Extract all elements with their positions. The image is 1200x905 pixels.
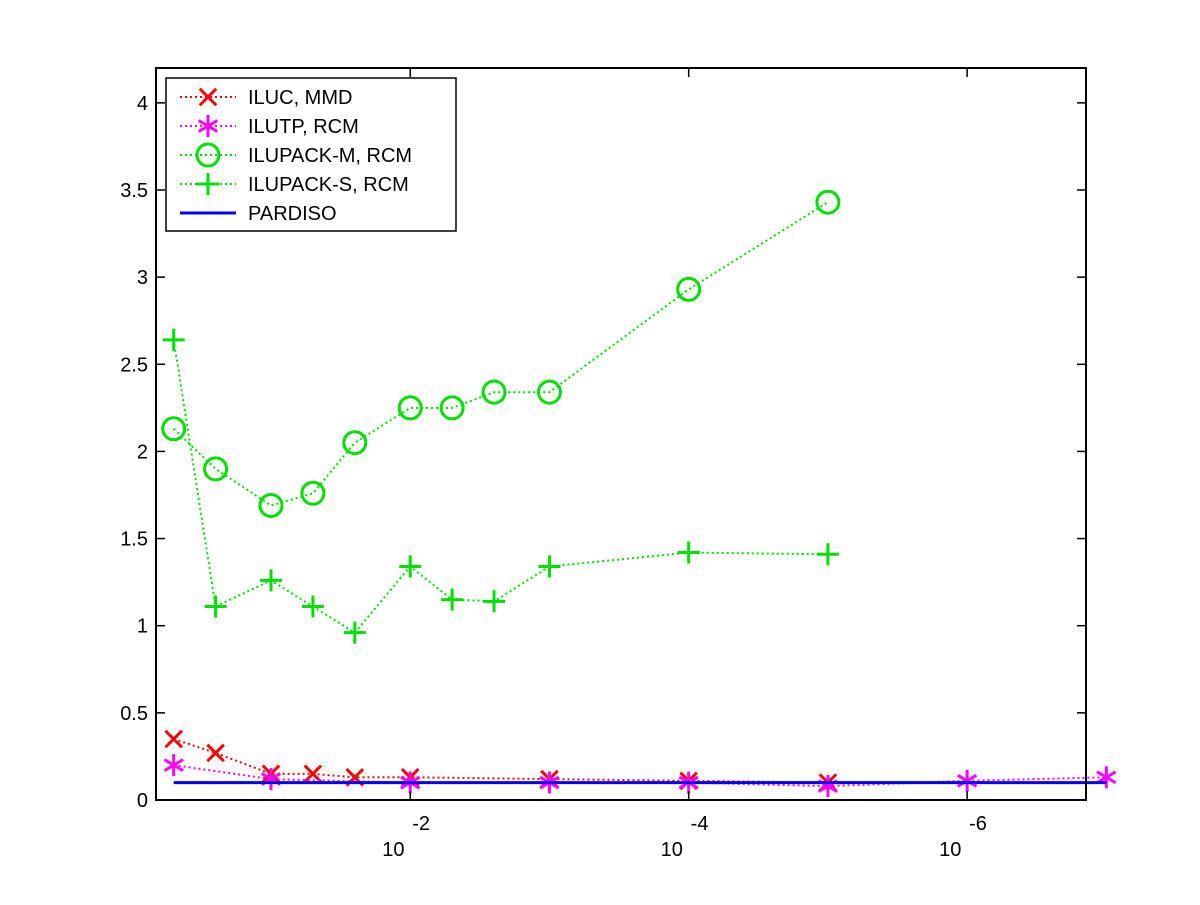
x-tick-label-base: 10 xyxy=(382,839,404,861)
legend-marker-0 xyxy=(198,87,218,107)
series-3-point xyxy=(399,555,422,578)
series-3-point xyxy=(162,328,185,351)
x-tick-label-exponent: -4 xyxy=(691,813,709,835)
legend: ILUC, MMD ILUTP, RCM ILUPACK-M, RCM ILUPACK… xyxy=(165,77,457,232)
series-1-point-stroke xyxy=(163,758,184,772)
y-tick-label: 0 xyxy=(137,790,148,812)
series-1-point xyxy=(1096,766,1117,789)
y-tick-label: 2 xyxy=(137,441,148,463)
series-2-point xyxy=(439,395,465,421)
series-group xyxy=(161,189,1117,798)
series-2-point xyxy=(258,492,284,518)
series-1-point xyxy=(163,754,184,777)
series-1-point-stroke xyxy=(957,774,978,788)
legend-marker-1 xyxy=(197,115,219,137)
legend-label-3: ILUPACK-S, RCM xyxy=(248,174,409,196)
y-tick-label: 3 xyxy=(137,267,148,289)
series-2-point xyxy=(342,430,368,456)
series-0-point xyxy=(164,729,184,749)
y-tick-label: 0.5 xyxy=(120,703,148,725)
series-1-point-stroke xyxy=(1096,770,1117,785)
y-tick-label: 4 xyxy=(137,93,148,115)
x-tick-label-exponent: -6 xyxy=(969,813,987,835)
series-2-point xyxy=(676,276,702,302)
legend-label-4: PARDISO xyxy=(248,203,337,225)
y-tick-label: 1 xyxy=(137,616,148,638)
series-2-point xyxy=(397,395,423,421)
series-2-point xyxy=(300,480,326,506)
legend-label-2: ILUPACK-M, RCM xyxy=(248,145,412,167)
series-3-point xyxy=(483,590,506,613)
series-3-point xyxy=(677,541,700,564)
x-tick-label-base: 10 xyxy=(939,839,961,861)
series-2-point xyxy=(536,379,562,405)
legend-label-0: ILUC, MMD xyxy=(248,87,352,109)
series-2-point xyxy=(203,456,229,482)
series-0-point xyxy=(206,743,225,763)
series-3-point xyxy=(538,555,561,578)
series-1-point xyxy=(957,769,978,792)
series-line-2 xyxy=(173,201,829,507)
y-tick-label: 2.5 xyxy=(120,354,148,376)
y-tick-label: 3.5 xyxy=(120,180,148,202)
legend-marker-0-stroke xyxy=(198,87,218,107)
series-3-point xyxy=(343,621,366,644)
legend-label-1: ILUTP, RCM xyxy=(248,116,359,138)
series-3-point xyxy=(260,569,283,592)
series-0-point-stroke xyxy=(164,729,184,749)
x-tick-label-exponent: -2 xyxy=(412,813,430,835)
series-2-point xyxy=(481,379,507,405)
legend-marker-1-stroke xyxy=(197,119,219,133)
plot-frame xyxy=(155,67,1087,801)
y-tick-label: 1.5 xyxy=(120,529,148,551)
legend-marker-2 xyxy=(195,142,221,168)
series-2-point xyxy=(815,189,841,215)
series-3-point xyxy=(301,595,324,618)
series-3-point xyxy=(204,595,227,618)
series-3-point xyxy=(816,543,839,566)
x-tick-label-base: 10 xyxy=(661,839,683,861)
series-0-point-stroke xyxy=(206,743,225,763)
legend-marker-3 xyxy=(197,173,219,195)
series-3-point xyxy=(441,588,464,611)
series-0-point-stroke xyxy=(303,764,323,784)
series-2-point xyxy=(161,416,187,442)
axes-group: 0 0.5 1 1.5 2 2.5 3 3.5 4 10 -2 10 -4 10 -6 xyxy=(120,68,1086,861)
